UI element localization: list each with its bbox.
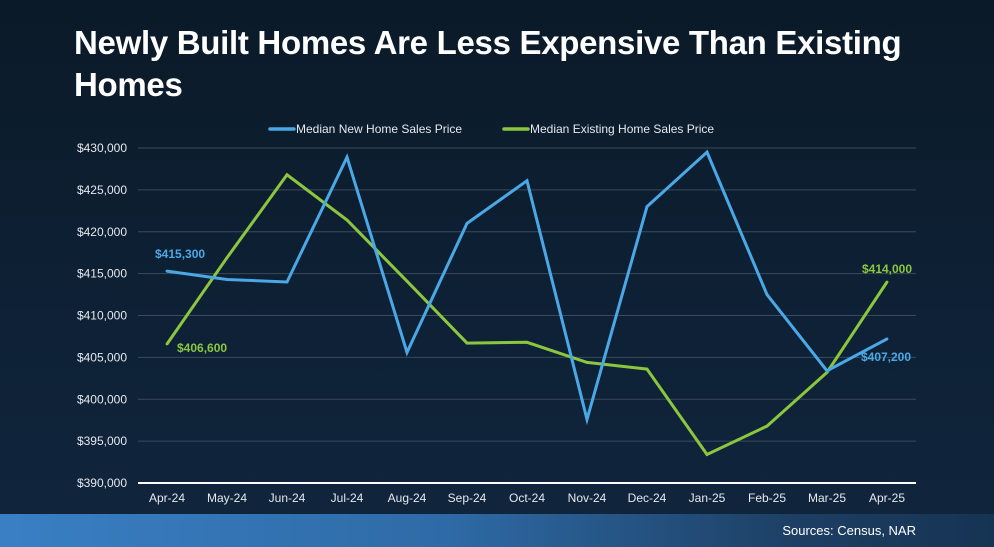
data-labels: $415,300 $407,200 $406,600 $414,000: [155, 247, 912, 364]
data-label: $415,300: [155, 247, 205, 261]
data-point: [225, 278, 229, 281]
data-point: [825, 369, 829, 373]
x-tick-label: Jan-25: [689, 491, 726, 505]
data-point: [885, 280, 889, 284]
data-point: [645, 205, 649, 209]
data-point: [165, 269, 169, 273]
gridlines: [138, 147, 916, 484]
x-axis-labels: Apr-24 May-24 Jun-24 Jul-24 Aug-24 Sep-24 Oct-…: [149, 491, 905, 505]
x-tick-label: Apr-24: [149, 491, 185, 505]
data-point: [525, 179, 529, 183]
y-tick-label: $390,000: [77, 476, 127, 490]
footer-bar: Sources: Census, NAR: [0, 514, 994, 547]
data-point: [345, 218, 349, 222]
x-tick-label: Oct-24: [509, 491, 545, 505]
data-point: [585, 418, 589, 421]
y-tick-label: $430,000: [77, 141, 127, 155]
data-point: [465, 341, 469, 345]
data-point: [585, 361, 589, 364]
data-point: [225, 256, 229, 260]
x-tick-label: Sep-24: [448, 491, 487, 505]
y-tick-label: $410,000: [77, 309, 127, 323]
data-point: [765, 293, 769, 296]
data-point: [285, 173, 289, 177]
page-title: Newly Built Homes Are Less Expensive Tha…: [74, 24, 902, 103]
x-tick-label: Dec-24: [628, 491, 667, 505]
legend-label: Median Existing Home Sales Price: [530, 122, 714, 136]
data-point: [525, 340, 529, 344]
y-tick-label: $425,000: [77, 183, 127, 197]
y-tick-label: $415,000: [77, 267, 127, 281]
data-point: [165, 342, 169, 346]
data-label: $407,200: [861, 350, 911, 364]
data-point: [465, 222, 469, 225]
legend: Median New Home Sales Price Median Existi…: [268, 122, 714, 136]
x-tick-label: Apr-25: [869, 491, 905, 505]
data-label: $414,000: [862, 262, 912, 276]
legend-label: Median New Home Sales Price: [296, 122, 462, 136]
data-point: [285, 280, 289, 284]
data-point: [645, 367, 649, 371]
x-tick-label: May-24: [207, 491, 247, 505]
data-point: [405, 279, 409, 283]
y-tick-label: $400,000: [77, 392, 127, 406]
x-tick-label: Mar-25: [808, 491, 846, 505]
x-tick-label: Aug-24: [388, 491, 427, 505]
data-label: $406,600: [177, 341, 227, 355]
data-point: [705, 150, 709, 154]
x-tick-label: Jul-24: [331, 491, 364, 505]
series-line: [165, 172, 889, 457]
data-point: [705, 453, 709, 456]
data-point: [345, 155, 349, 159]
x-tick-label: Jun-24: [269, 491, 306, 505]
data-point: [405, 351, 409, 354]
data-point: [885, 337, 889, 341]
data-point: [765, 424, 769, 428]
series-lines: [165, 149, 889, 457]
line-chart: $390,000 $395,000 $400,000 $405,000 $410,000…: [77, 122, 916, 505]
x-tick-label: Feb-25: [748, 491, 786, 505]
y-tick-label: $405,000: [77, 350, 127, 364]
x-tick-label: Nov-24: [568, 491, 607, 505]
y-axis-labels: $390,000 $395,000 $400,000 $405,000 $410,000…: [77, 141, 127, 490]
y-tick-label: $420,000: [77, 225, 127, 239]
source-note: Sources: Census, NAR: [782, 523, 916, 538]
y-tick-label: $395,000: [77, 434, 127, 448]
